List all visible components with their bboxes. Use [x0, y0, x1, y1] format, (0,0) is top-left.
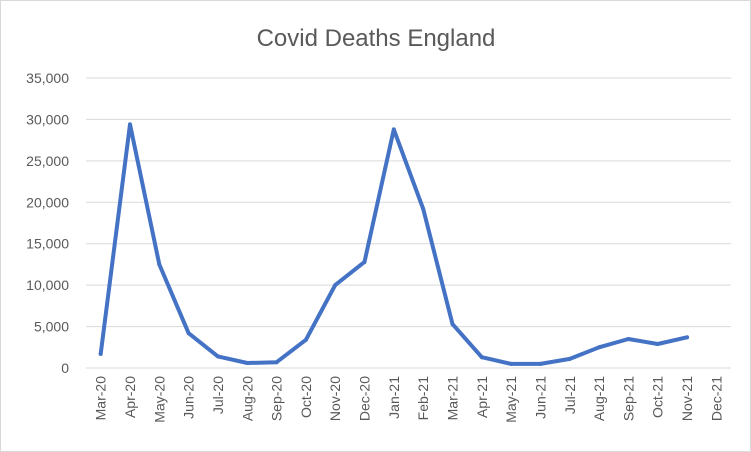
x-tick-label: Oct-21	[650, 376, 666, 418]
data-point	[245, 361, 250, 366]
data-point	[186, 331, 191, 336]
data-point	[597, 345, 602, 350]
x-tick-label: May-21	[503, 376, 519, 423]
x-tick-label: Jun-21	[532, 376, 548, 419]
x-tick-label: Aug-20	[239, 376, 255, 421]
data-point	[127, 122, 132, 127]
data-point	[274, 360, 279, 365]
data-point	[391, 127, 396, 132]
data-point	[98, 351, 103, 356]
gridlines	[86, 77, 731, 369]
y-tick-label: 20,000	[26, 194, 69, 210]
y-tick-label: 5,000	[34, 319, 69, 335]
x-tick-label: Sep-21	[620, 376, 636, 421]
x-tick-label: Jul-20	[210, 376, 226, 414]
data-point	[421, 206, 426, 211]
data-point	[655, 341, 660, 346]
y-axis-tick-labels: 0 5,000 10,000 15,000 20,000 25,000 30,000 35,0…	[26, 70, 69, 376]
data-point	[626, 337, 631, 341]
x-tick-label: Dec-20	[357, 376, 373, 421]
y-tick-label: 0	[61, 360, 69, 376]
data-point	[479, 355, 484, 360]
x-tick-label: Feb-21	[415, 376, 431, 421]
x-tick-label: Jul-21	[562, 376, 578, 414]
data-point	[215, 354, 220, 359]
data-point	[303, 337, 308, 342]
y-tick-label: 30,000	[26, 111, 69, 127]
x-tick-label: Jan-21	[386, 376, 402, 419]
data-point	[450, 322, 455, 327]
x-tick-label: Apr-21	[474, 376, 490, 418]
x-tick-label: Oct-20	[298, 376, 314, 418]
x-tick-label: Nov-20	[327, 376, 343, 421]
y-tick-label: 35,000	[26, 70, 69, 86]
y-tick-label: 10,000	[26, 277, 69, 293]
data-point	[509, 361, 514, 366]
x-tick-label: Jun-20	[181, 376, 197, 419]
y-tick-label: 15,000	[26, 236, 69, 252]
series-layer	[98, 122, 690, 366]
data-point	[157, 262, 162, 267]
x-tick-label: Mar-21	[444, 376, 460, 421]
x-tick-label: Aug-21	[591, 376, 607, 421]
x-tick-label: Dec-21	[708, 376, 724, 421]
data-point	[333, 283, 338, 288]
data-point	[538, 361, 543, 366]
data-point	[362, 259, 367, 264]
x-tick-label: May-20	[151, 376, 167, 423]
chart-title: Covid Deaths England	[257, 25, 496, 52]
x-tick-label: Sep-20	[269, 376, 285, 421]
data-point	[685, 335, 690, 340]
x-tick-label: Nov-21	[679, 376, 695, 421]
data-point	[567, 356, 572, 361]
x-axis-tick-labels: Mar-20 Apr-20 May-20 Jun-20 Jul-20 Aug-20 Sep-…	[93, 376, 725, 423]
x-tick-label: Mar-20	[93, 376, 109, 421]
y-tick-label: 25,000	[26, 153, 69, 169]
x-tick-label: Apr-20	[122, 376, 138, 418]
